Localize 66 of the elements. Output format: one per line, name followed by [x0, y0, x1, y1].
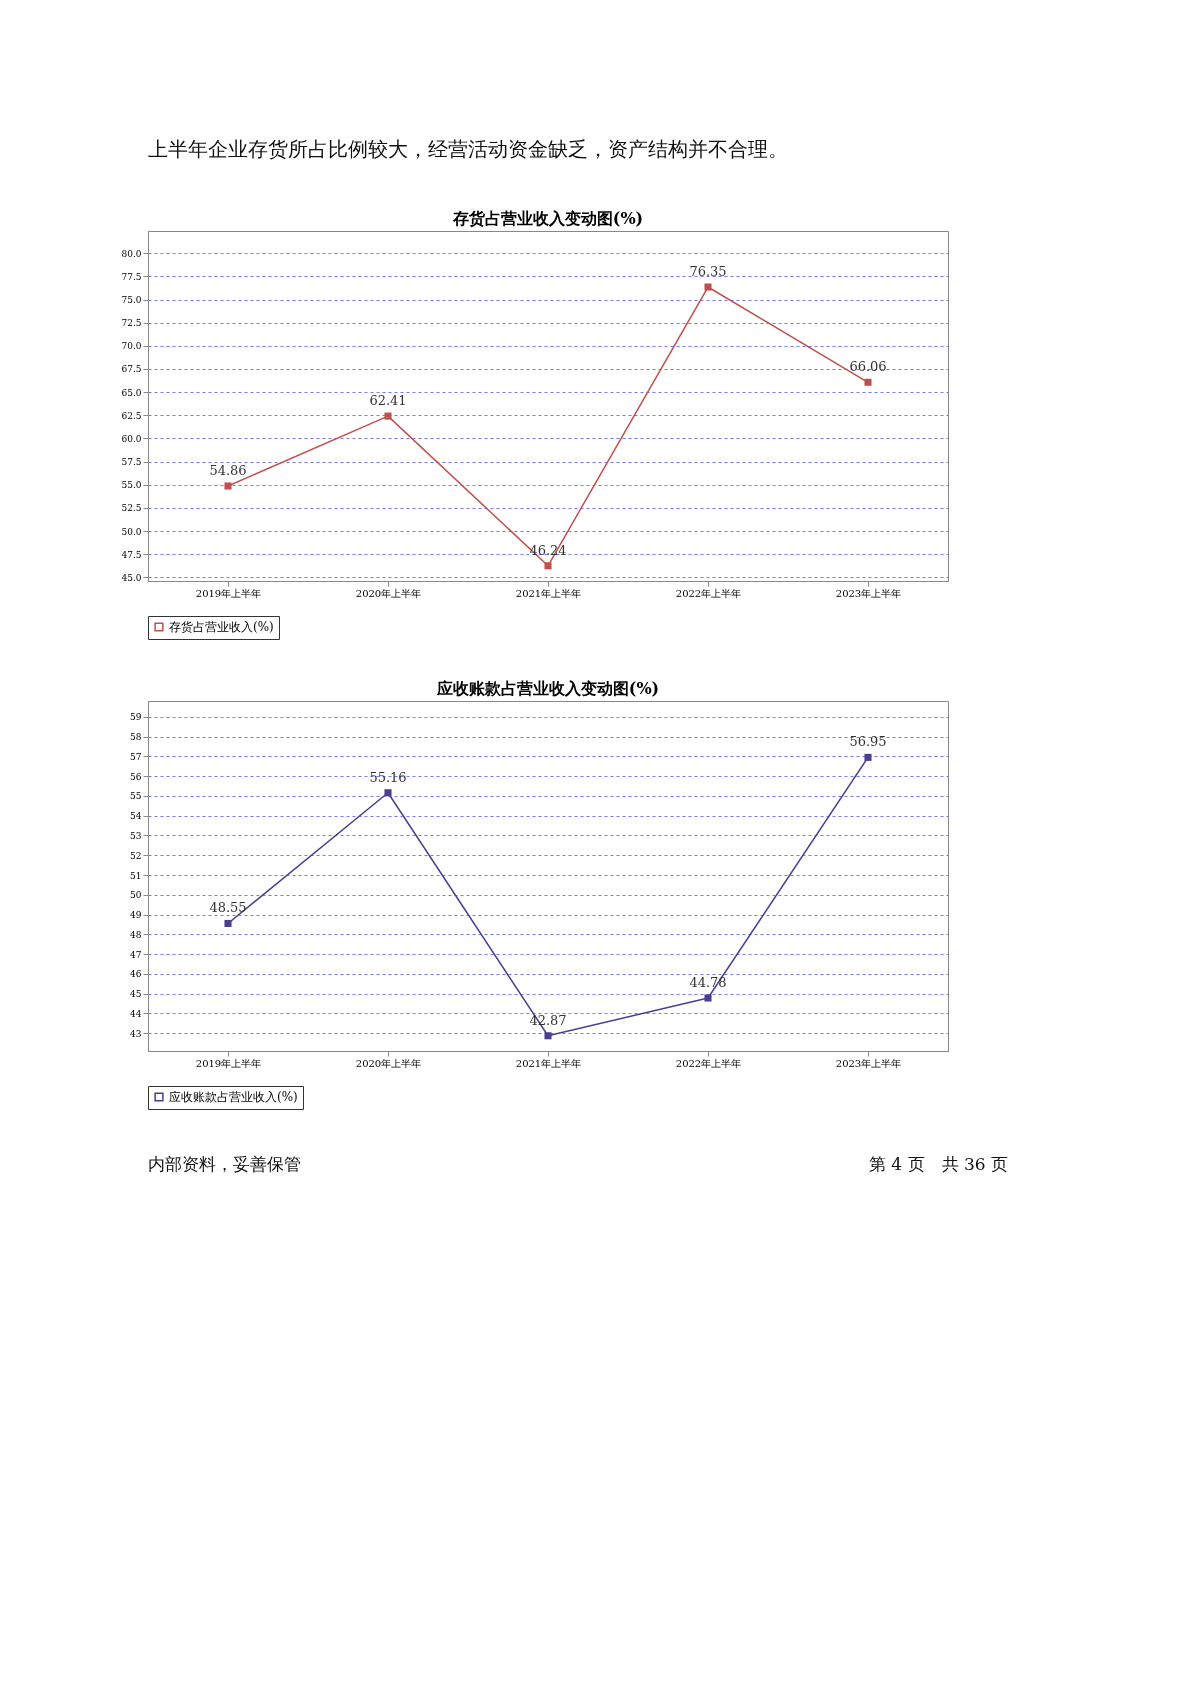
y-tick-label: 57.5 — [121, 457, 142, 468]
y-tick-label: 62.5 — [121, 410, 142, 421]
y-tick-label: 45.0 — [121, 572, 142, 583]
point — [704, 994, 712, 1002]
y-tick-label: 75.0 — [121, 295, 142, 306]
x-tick-label: 2019年上半年 — [195, 1057, 262, 1069]
point — [864, 753, 872, 761]
point — [224, 919, 232, 927]
y-tick-label: 55.0 — [121, 480, 142, 491]
y-tick-label: 67.5 — [121, 364, 142, 375]
y-tick-label: 53 — [130, 830, 142, 841]
x-tick-label: 2020年上半年 — [355, 587, 422, 599]
data-label: 66.06 — [849, 359, 887, 375]
data-label: 54.86 — [209, 463, 247, 478]
point — [544, 562, 552, 570]
y-tick-label: 70.0 — [121, 341, 142, 352]
y-tick-label: 72.5 — [121, 318, 142, 329]
x-tick-label: 2021年上半年 — [515, 587, 582, 599]
y-tick-label: 47.5 — [121, 549, 142, 560]
text: 内部资料，妥善保管 — [148, 1154, 301, 1174]
x-tick-label: 2023年上半年 — [835, 587, 902, 599]
y-tick-label: 57 — [130, 751, 142, 762]
point — [224, 482, 232, 490]
chart-title: 存货占营业收入变动图(%) — [451, 209, 644, 228]
y-tick-label: 65.0 — [121, 387, 142, 398]
x-tick-label: 2020年上半年 — [355, 1057, 422, 1069]
y-tick-label: 44 — [130, 1008, 142, 1019]
x-tick-label: 2023年上半年 — [835, 1057, 902, 1069]
y-tick-label: 55 — [130, 791, 142, 802]
y-tick-label: 50 — [130, 890, 142, 901]
x-tick-label: 2021年上半年 — [515, 1057, 582, 1069]
data-label: 56.95 — [849, 734, 887, 750]
y-tick-label: 52 — [130, 850, 142, 861]
y-tick-label: 56 — [130, 771, 142, 782]
data-label: 48.55 — [209, 900, 247, 916]
point — [384, 412, 392, 420]
y-tick-label: 52.5 — [121, 503, 142, 514]
y-tick-label: 50.0 — [121, 526, 142, 537]
y-tick-label: 80.0 — [121, 248, 142, 259]
y-tick-label: 43 — [130, 1028, 142, 1039]
y-tick-label: 48 — [130, 929, 142, 940]
legend-label: 存货占营业收入(%) — [169, 620, 274, 634]
y-tick-label: 45 — [130, 989, 142, 1000]
point — [704, 283, 712, 291]
legend-label: 应收账款占营业收入(%) — [169, 1090, 298, 1104]
y-tick-label: 60.0 — [121, 433, 142, 444]
y-tick-label: 54 — [130, 811, 142, 822]
x-tick-label: 2022年上半年 — [675, 1057, 742, 1069]
data-label: 62.41 — [369, 393, 407, 409]
point — [864, 378, 872, 386]
x-tick-label: 2022年上半年 — [675, 587, 742, 599]
data-label: 76.35 — [689, 264, 727, 280]
chart-title: 应收账款占营业收入变动图(%) — [435, 679, 660, 698]
y-tick-label: 49 — [130, 910, 142, 921]
y-tick-label: 58 — [130, 732, 142, 743]
point — [544, 1032, 552, 1040]
y-tick-label: 77.5 — [121, 271, 142, 282]
y-tick-label: 51 — [130, 870, 142, 881]
y-tick-label: 47 — [130, 949, 142, 960]
text: 第 4 页 共 36 页 — [868, 1154, 1008, 1174]
y-tick-label: 59 — [130, 712, 142, 723]
x-tick-label: 2019年上半年 — [195, 587, 262, 599]
text: 上半年企业存货所占比例较大，经营活动资金缺乏，资产结构并不合理。 — [148, 137, 788, 161]
data-label: 55.16 — [369, 769, 407, 785]
y-tick-label: 46 — [130, 969, 142, 980]
point — [384, 789, 392, 797]
